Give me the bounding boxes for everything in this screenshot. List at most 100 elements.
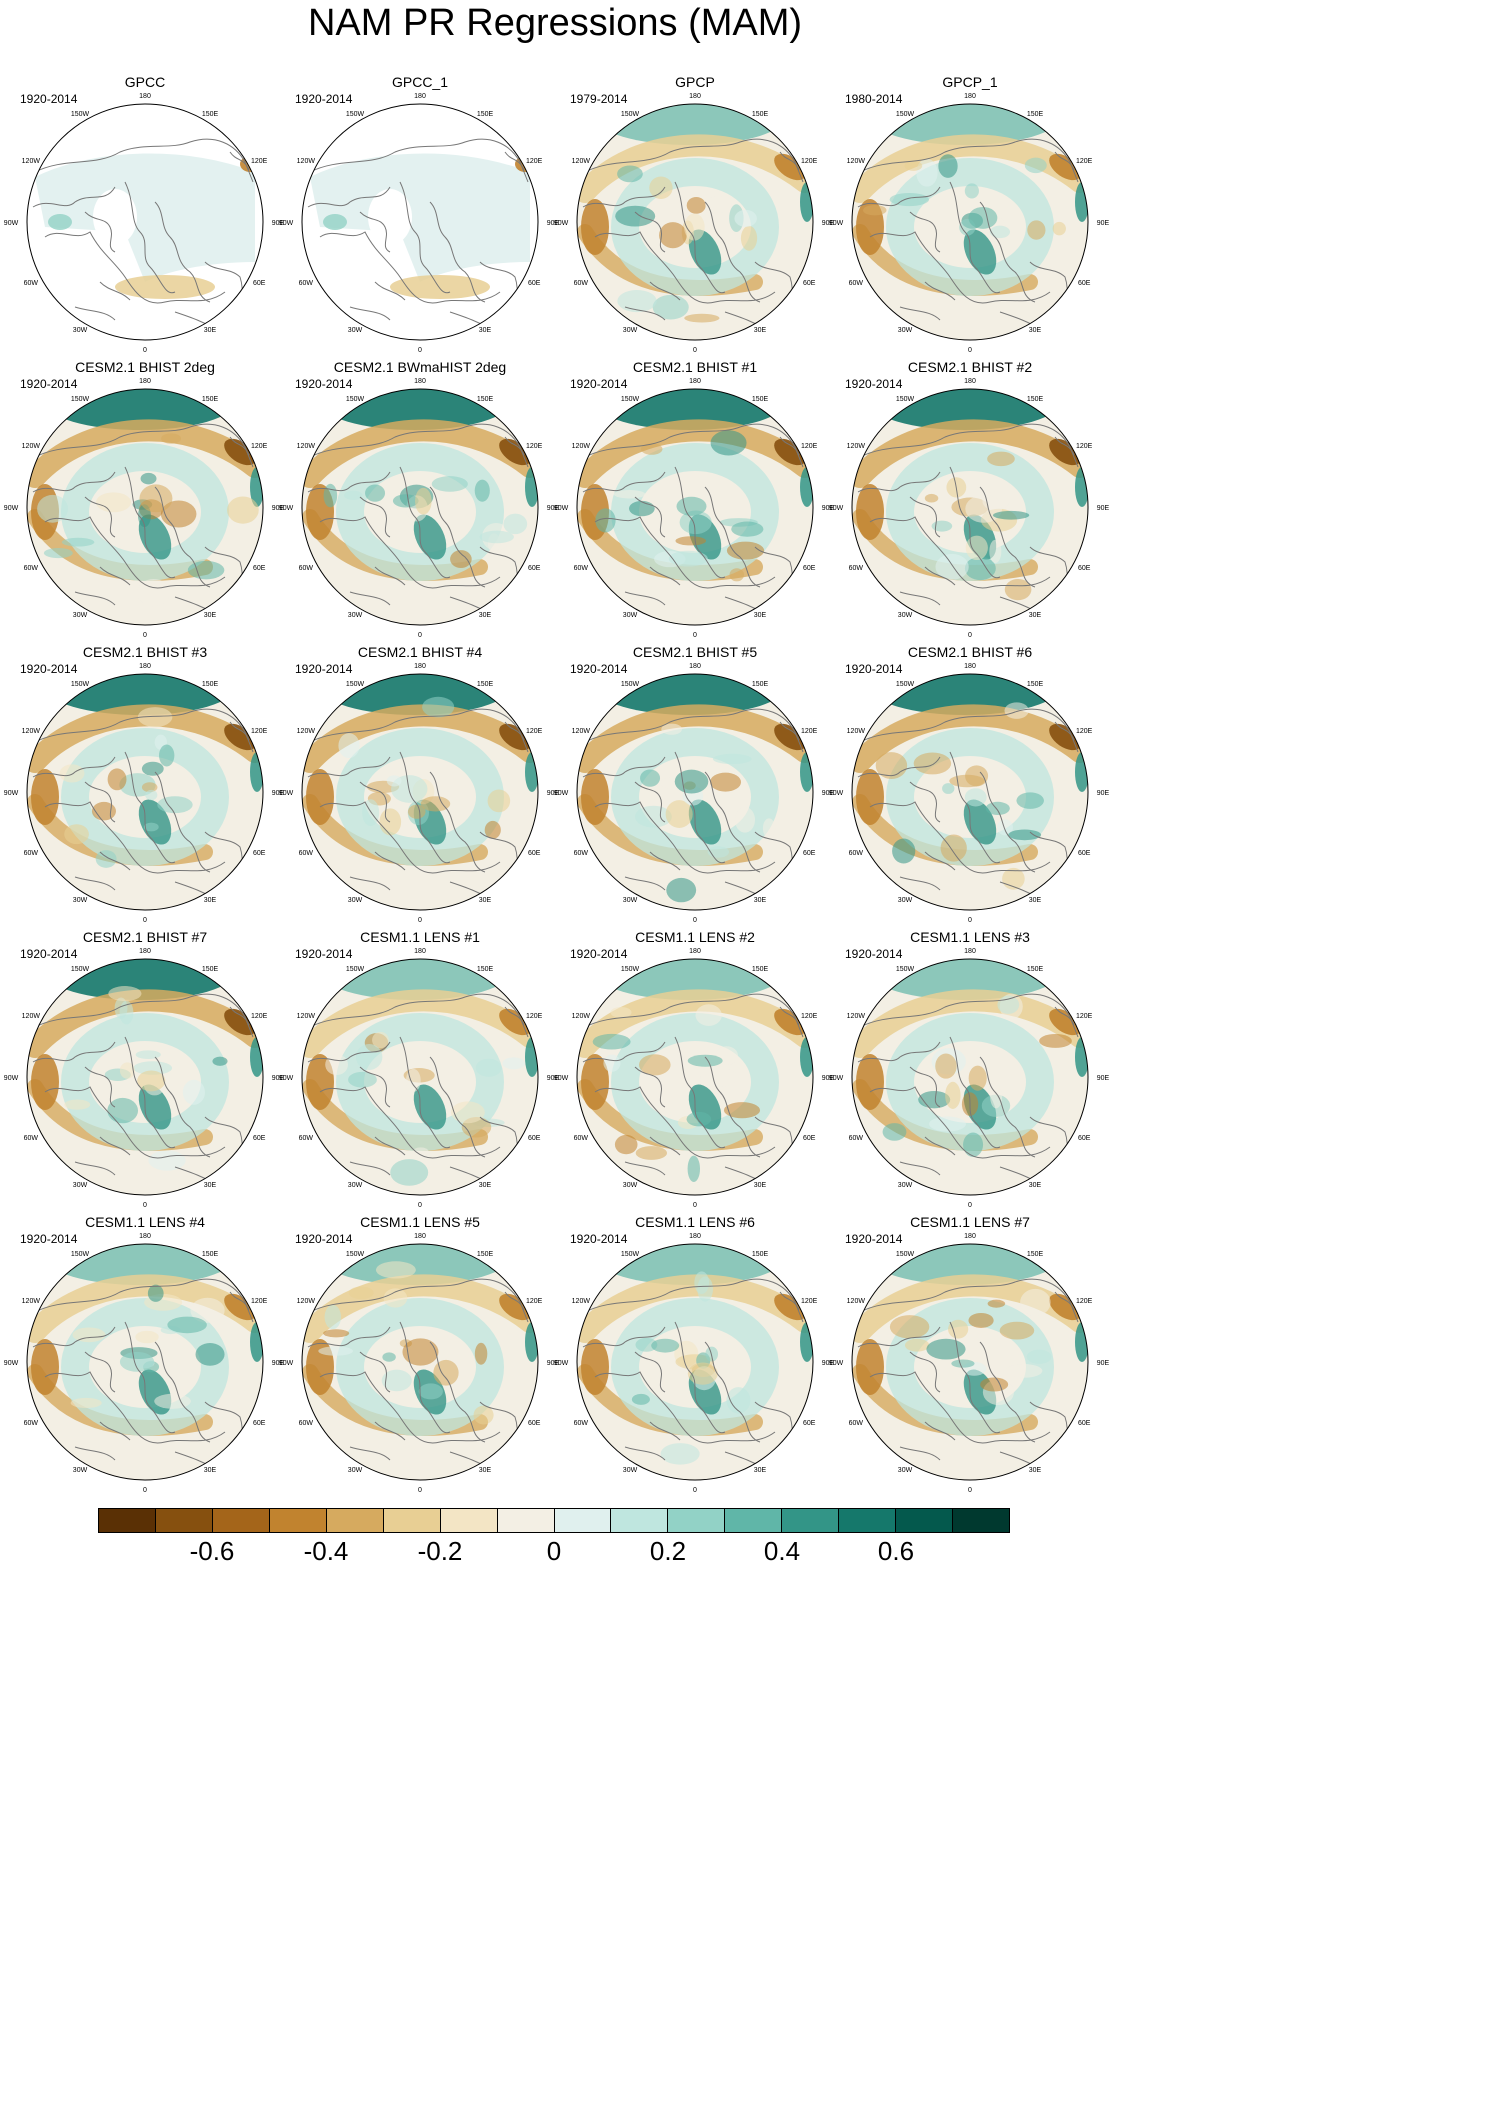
anomaly-blob (381, 1369, 412, 1392)
coastline (319, 1086, 501, 1159)
anomaly-blob (935, 553, 969, 580)
colorbar-box (554, 1509, 612, 1532)
coastlines (307, 993, 529, 1188)
anomaly-blob (904, 1338, 930, 1352)
anomaly-blob (59, 764, 85, 783)
coastline (869, 1086, 1051, 1159)
panel-title: CESM2.1 BWmaHIST 2deg (333, 359, 507, 375)
coastline (307, 1326, 391, 1348)
panel-title: GPCC_1 (391, 74, 449, 90)
anomaly-blob (484, 820, 501, 839)
longitude-label: 180 (964, 378, 976, 385)
longitude-label: 120W (297, 728, 316, 735)
coastline (124, 751, 176, 864)
anomaly-blob (949, 774, 985, 788)
longitude-label: 120E (1076, 728, 1093, 735)
coastline (704, 771, 761, 873)
longitude-label: 30E (1029, 1182, 1042, 1189)
anomaly-blob (926, 1338, 966, 1360)
map-panel: CESM1.1 LENS #4 1920-2014 180 0 90W 90E 150W 12… (4, 1212, 285, 1494)
panel-title: CESM2.1 BHIST #2 (907, 359, 1033, 375)
coastline (949, 181, 1001, 294)
longitude-label: 120E (1076, 443, 1093, 450)
longitude-label: 30E (204, 612, 217, 619)
longitude-label: 120W (22, 158, 41, 165)
coastline (34, 423, 254, 468)
longitude-label: 90E (547, 1075, 560, 1082)
longitude-label: 90E (1097, 1360, 1110, 1367)
longitude-label: 150W (71, 1251, 90, 1258)
longitude-label: 150E (477, 966, 494, 973)
coastline (594, 516, 776, 589)
longitude-label: 120E (801, 443, 818, 450)
anomaly-blob (72, 1327, 106, 1343)
coastline (34, 138, 254, 183)
coastline (624, 1421, 681, 1461)
map-panel: GPCC_1 1920-2014 180 0 90W 90E 150W 120W 60W 30W 1… (279, 72, 560, 354)
coastlines (582, 138, 804, 333)
anomaly-blob (870, 104, 1060, 145)
longitude-label: 120E (526, 1298, 543, 1305)
anomaly-blob (119, 1351, 155, 1372)
longitude-label: 120E (801, 728, 818, 735)
panel-title: CESM1.1 LENS #5 (360, 1214, 480, 1230)
longitude-label: 30E (204, 327, 217, 334)
anomaly-blob (133, 1061, 173, 1075)
coastline (74, 1136, 131, 1176)
longitude-label: 60W (299, 1420, 314, 1427)
coastline (594, 1371, 776, 1444)
anomaly-blob (418, 1383, 443, 1400)
anomaly-blob (320, 389, 510, 430)
longitude-label: 90W (554, 1360, 569, 1367)
anomaly-blob (1075, 182, 1088, 222)
anomaly-blob (135, 1050, 161, 1059)
longitude-label: 60E (1078, 850, 1091, 857)
coastline (399, 1321, 451, 1434)
colorbar-box (782, 1509, 840, 1532)
longitude-label: 30E (479, 612, 492, 619)
coastline (857, 471, 941, 493)
panel-title: GPCP (675, 74, 715, 90)
anomaly-blob (965, 494, 1003, 523)
longitude-label: 0 (693, 1202, 697, 1209)
anomaly-blob (639, 1054, 671, 1076)
coastline (34, 1278, 254, 1323)
anomaly-blob (167, 1316, 207, 1334)
longitude-label: 0 (968, 917, 972, 924)
coastline (429, 1056, 486, 1158)
panel-title: CESM2.1 BHIST #5 (632, 644, 758, 660)
longitude-label: 90W (829, 505, 844, 512)
anomaly-blob (640, 769, 661, 787)
longitude-label: 150E (477, 111, 494, 118)
longitude-label: 30E (1029, 612, 1042, 619)
coastline (429, 1341, 486, 1443)
anomaly-blob (617, 289, 657, 313)
longitude-label: 30E (479, 1467, 492, 1474)
anomaly-blob (450, 550, 472, 569)
longitude-label: 120W (297, 158, 316, 165)
anomaly-blob (324, 1304, 342, 1330)
longitude-label: 150E (752, 396, 769, 403)
map-border (576, 1243, 814, 1481)
anomaly-blob (581, 1339, 609, 1395)
map-panel: CESM2.1 BHIST 2deg 1920-2014 180 0 90W 90E 150… (4, 357, 285, 639)
longitude-label: 60E (1078, 280, 1091, 287)
panel-years: 1920-2014 (295, 947, 353, 961)
anomaly-blob (320, 674, 510, 715)
coastline (979, 1341, 1036, 1443)
anomaly-blob (734, 806, 756, 833)
longitude-label: 90W (554, 220, 569, 227)
anomaly-blob (666, 877, 697, 903)
coastline (624, 1136, 681, 1176)
longitude-label: 150E (1027, 111, 1044, 118)
longitude-label: 30E (204, 897, 217, 904)
anomaly-blob (318, 1346, 354, 1356)
coastline (32, 471, 116, 493)
colorbar-box (896, 1509, 954, 1532)
longitude-label: 90E (822, 1360, 835, 1367)
longitude-label: 90E (1097, 505, 1110, 512)
coastline (704, 201, 761, 303)
anomaly-blob (499, 1008, 531, 1036)
longitude-label: 150W (621, 1251, 640, 1258)
anomaly-band (336, 1298, 504, 1436)
